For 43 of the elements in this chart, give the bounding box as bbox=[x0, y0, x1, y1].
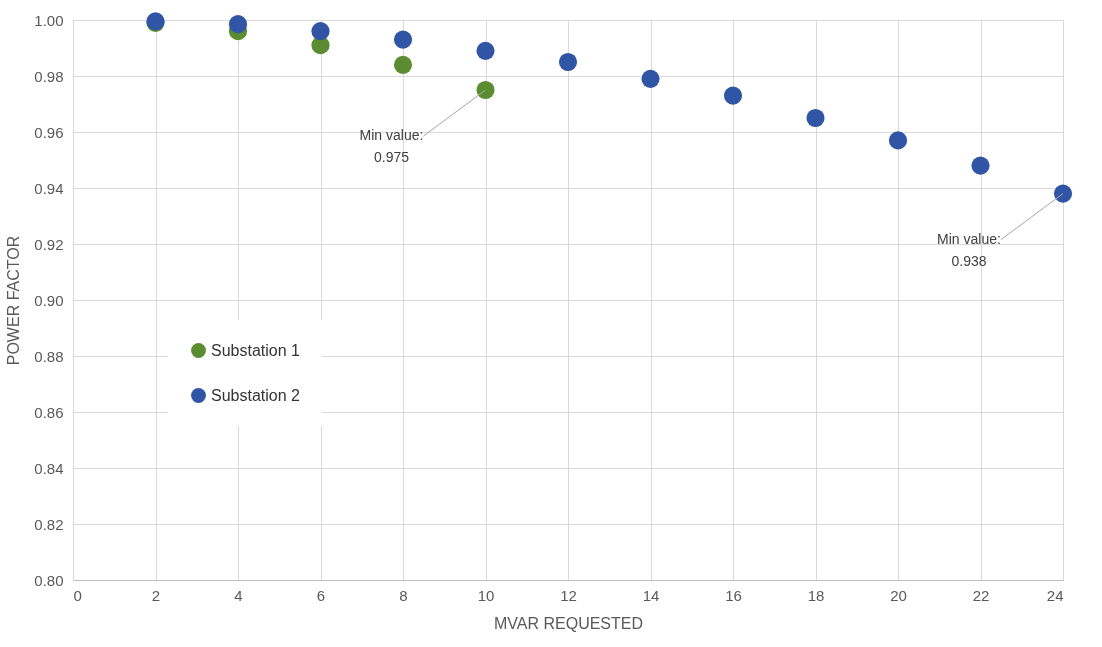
point bbox=[311, 22, 330, 41]
y-tick-label: 0.82 bbox=[34, 515, 64, 533]
y-tick-label: 0.96 bbox=[34, 123, 64, 141]
annotation: Min value: 0.938 bbox=[937, 230, 1001, 269]
x-tick-label: 16 bbox=[725, 586, 742, 604]
x-tick-label: 4 bbox=[234, 586, 243, 604]
point bbox=[558, 52, 578, 72]
x-tick-label: 22 bbox=[972, 586, 990, 604]
point bbox=[888, 131, 908, 150]
point bbox=[806, 108, 825, 128]
point bbox=[1053, 184, 1073, 203]
x-tick-label: 18 bbox=[807, 586, 825, 604]
y-tick-label: 0.94 bbox=[34, 179, 64, 197]
point bbox=[723, 86, 743, 105]
legend-label: Substation 1 bbox=[211, 341, 301, 359]
x-tick-label: 8 bbox=[399, 586, 408, 604]
y-tick-label: 0.80 bbox=[34, 571, 64, 589]
y-axis-title: POWER FACTOR bbox=[5, 235, 23, 366]
y-tick-label: 1.00 bbox=[34, 11, 64, 29]
x-tick-label: 0 bbox=[73, 586, 82, 604]
y-tick-label: 0.98 bbox=[34, 67, 64, 85]
x-tick-label: 20 bbox=[890, 586, 907, 604]
point bbox=[393, 55, 413, 74]
y-tick-label: 0.86 bbox=[34, 403, 64, 421]
y-tick-label: 0.90 bbox=[34, 291, 64, 309]
x-tick-label: 14 bbox=[642, 586, 660, 604]
y-tick-label: 0.92 bbox=[34, 235, 64, 253]
x-tick-label: 24 bbox=[1046, 586, 1064, 604]
x-tick-label: 12 bbox=[560, 586, 577, 604]
x-tick-label: 6 bbox=[316, 586, 326, 604]
point bbox=[393, 30, 413, 49]
annotation: Min value: 0.975 bbox=[359, 127, 424, 165]
point bbox=[228, 15, 248, 34]
point bbox=[641, 69, 660, 88]
point bbox=[476, 41, 495, 60]
x-tick-label: 10 bbox=[477, 586, 495, 604]
y-tick-label: 0.84 bbox=[34, 459, 64, 477]
legend-label: Substation 2 bbox=[211, 386, 301, 404]
y-tick-label: 0.88 bbox=[34, 347, 64, 365]
x-axis-title: MVAR REQUESTED bbox=[493, 614, 644, 632]
point bbox=[476, 80, 495, 100]
point bbox=[971, 156, 990, 175]
x-tick-label: 2 bbox=[151, 586, 161, 604]
